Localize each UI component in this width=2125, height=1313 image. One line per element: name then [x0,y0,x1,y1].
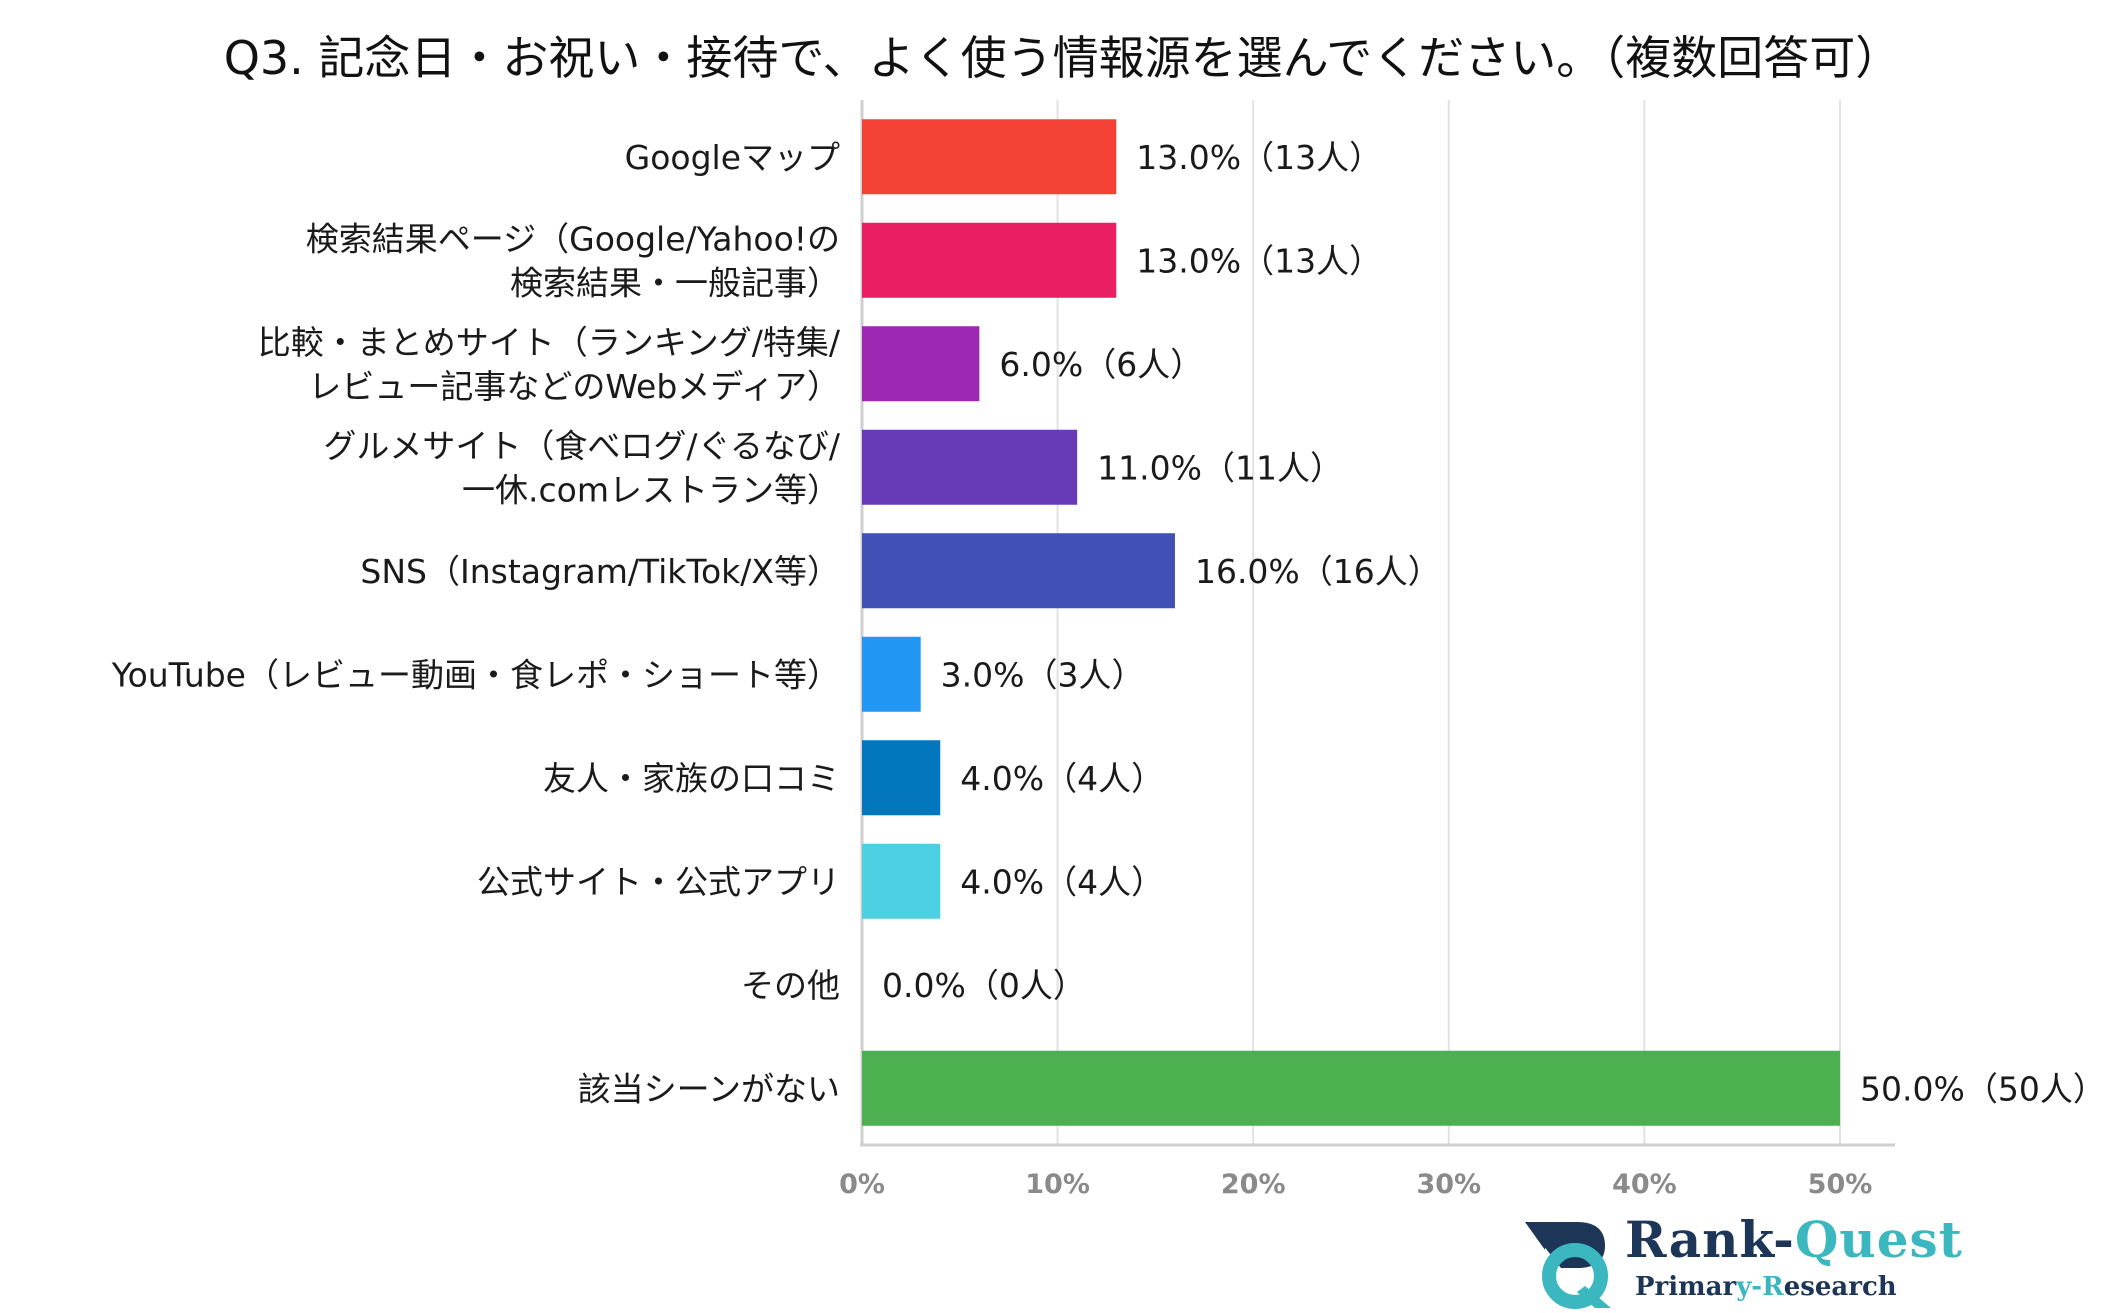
data-label-6: 4.0%（4人） [960,759,1164,798]
data-label-7: 4.0%（4人） [960,862,1164,901]
data-label-9: 50.0%（50人） [1860,1069,2106,1108]
value-labels: 13.0%（13人） 13.0%（13人） 6.0%（6人） 11.0%（11人） 16… [882,138,2106,1109]
bar-0 [862,119,1117,195]
logo-sub-a: Primar [1635,1272,1737,1302]
x-tick-label: 40% [1612,1169,1677,1200]
x-tick-label: 0% [839,1169,885,1200]
category-label-8-line-0: その他 [741,966,840,1005]
x-axis-ticks: 0% 10% 20% 30% 40% 50% [839,1169,1872,1200]
category-label-0-line-0: Googleマップ [625,138,840,177]
category-label-9-line-0: 該当シーンがない [578,1069,840,1108]
category-label-2-line-0: 比較・まとめサイト（ランキング/特集/ [258,323,841,362]
logo-sub-b: y-R [1736,1272,1784,1302]
logo-wordmark: Rank-Quest [1625,1210,1963,1269]
data-label-2: 6.0%（6人） [999,345,1203,384]
rq-logo-icon [1525,1222,1611,1309]
data-label-1: 13.0%（13人） [1136,241,1382,280]
category-label-1-line-0: 検索結果ページ（Google/Yahoo!の [306,219,840,258]
x-tick-label: 10% [1025,1169,1090,1200]
logo-sub-c: esearch [1783,1272,1897,1302]
bars [862,119,1840,1126]
data-label-0: 13.0%（13人） [1136,138,1382,177]
bar-7 [862,843,941,919]
chart-title: Q3. 記念日・お祝い・接待で、よく使う情報源を選んでください。（複数回答可） [223,31,1902,85]
category-label-5-line-0: YouTube（レビュー動画・食レポ・ショート等） [111,655,840,694]
bar-4 [862,533,1175,609]
category-labels: Googleマップ検索結果ページ（Google/Yahoo!の検索結果・一般記事… [111,138,841,1109]
data-label-3: 11.0%（11人） [1097,448,1343,487]
bar-6 [862,740,941,816]
category-label-6-line-0: 友人・家族の口コミ [543,759,840,798]
data-label-4: 16.0%（16人） [1195,552,1441,591]
bar-9 [862,1050,1840,1126]
bar-2 [862,326,980,402]
x-tick-label: 50% [1808,1169,1873,1200]
logo-quest: Quest [1794,1210,1963,1269]
bar-3 [862,429,1078,505]
logo-tagline: Primary-Research [1635,1272,1897,1302]
bar-1 [862,222,1117,298]
bar-5 [862,636,921,712]
x-tick-label: 20% [1221,1169,1286,1200]
logo-rank: Rank- [1625,1210,1795,1269]
category-label-4-line-0: SNS（Instagram/TikTok/X等） [360,552,840,591]
data-label-5: 3.0%（3人） [941,655,1145,694]
rank-quest-logo: Rank-Quest Primary-Research [1515,1210,1962,1310]
data-label-8: 0.0%（0人） [882,966,1086,1005]
category-label-3-line-1: 一休.comレストラン等） [462,470,840,509]
category-label-3-line-0: グルメサイト（食べログ/ぐるなび/ [323,426,840,465]
category-label-1-line-1: 検索結果・一般記事） [510,263,840,302]
category-label-2-line-1: レビュー記事などのWebメディア） [308,367,840,406]
x-tick-label: 30% [1416,1169,1481,1200]
category-label-7-line-0: 公式サイト・公式アプリ [477,862,840,901]
